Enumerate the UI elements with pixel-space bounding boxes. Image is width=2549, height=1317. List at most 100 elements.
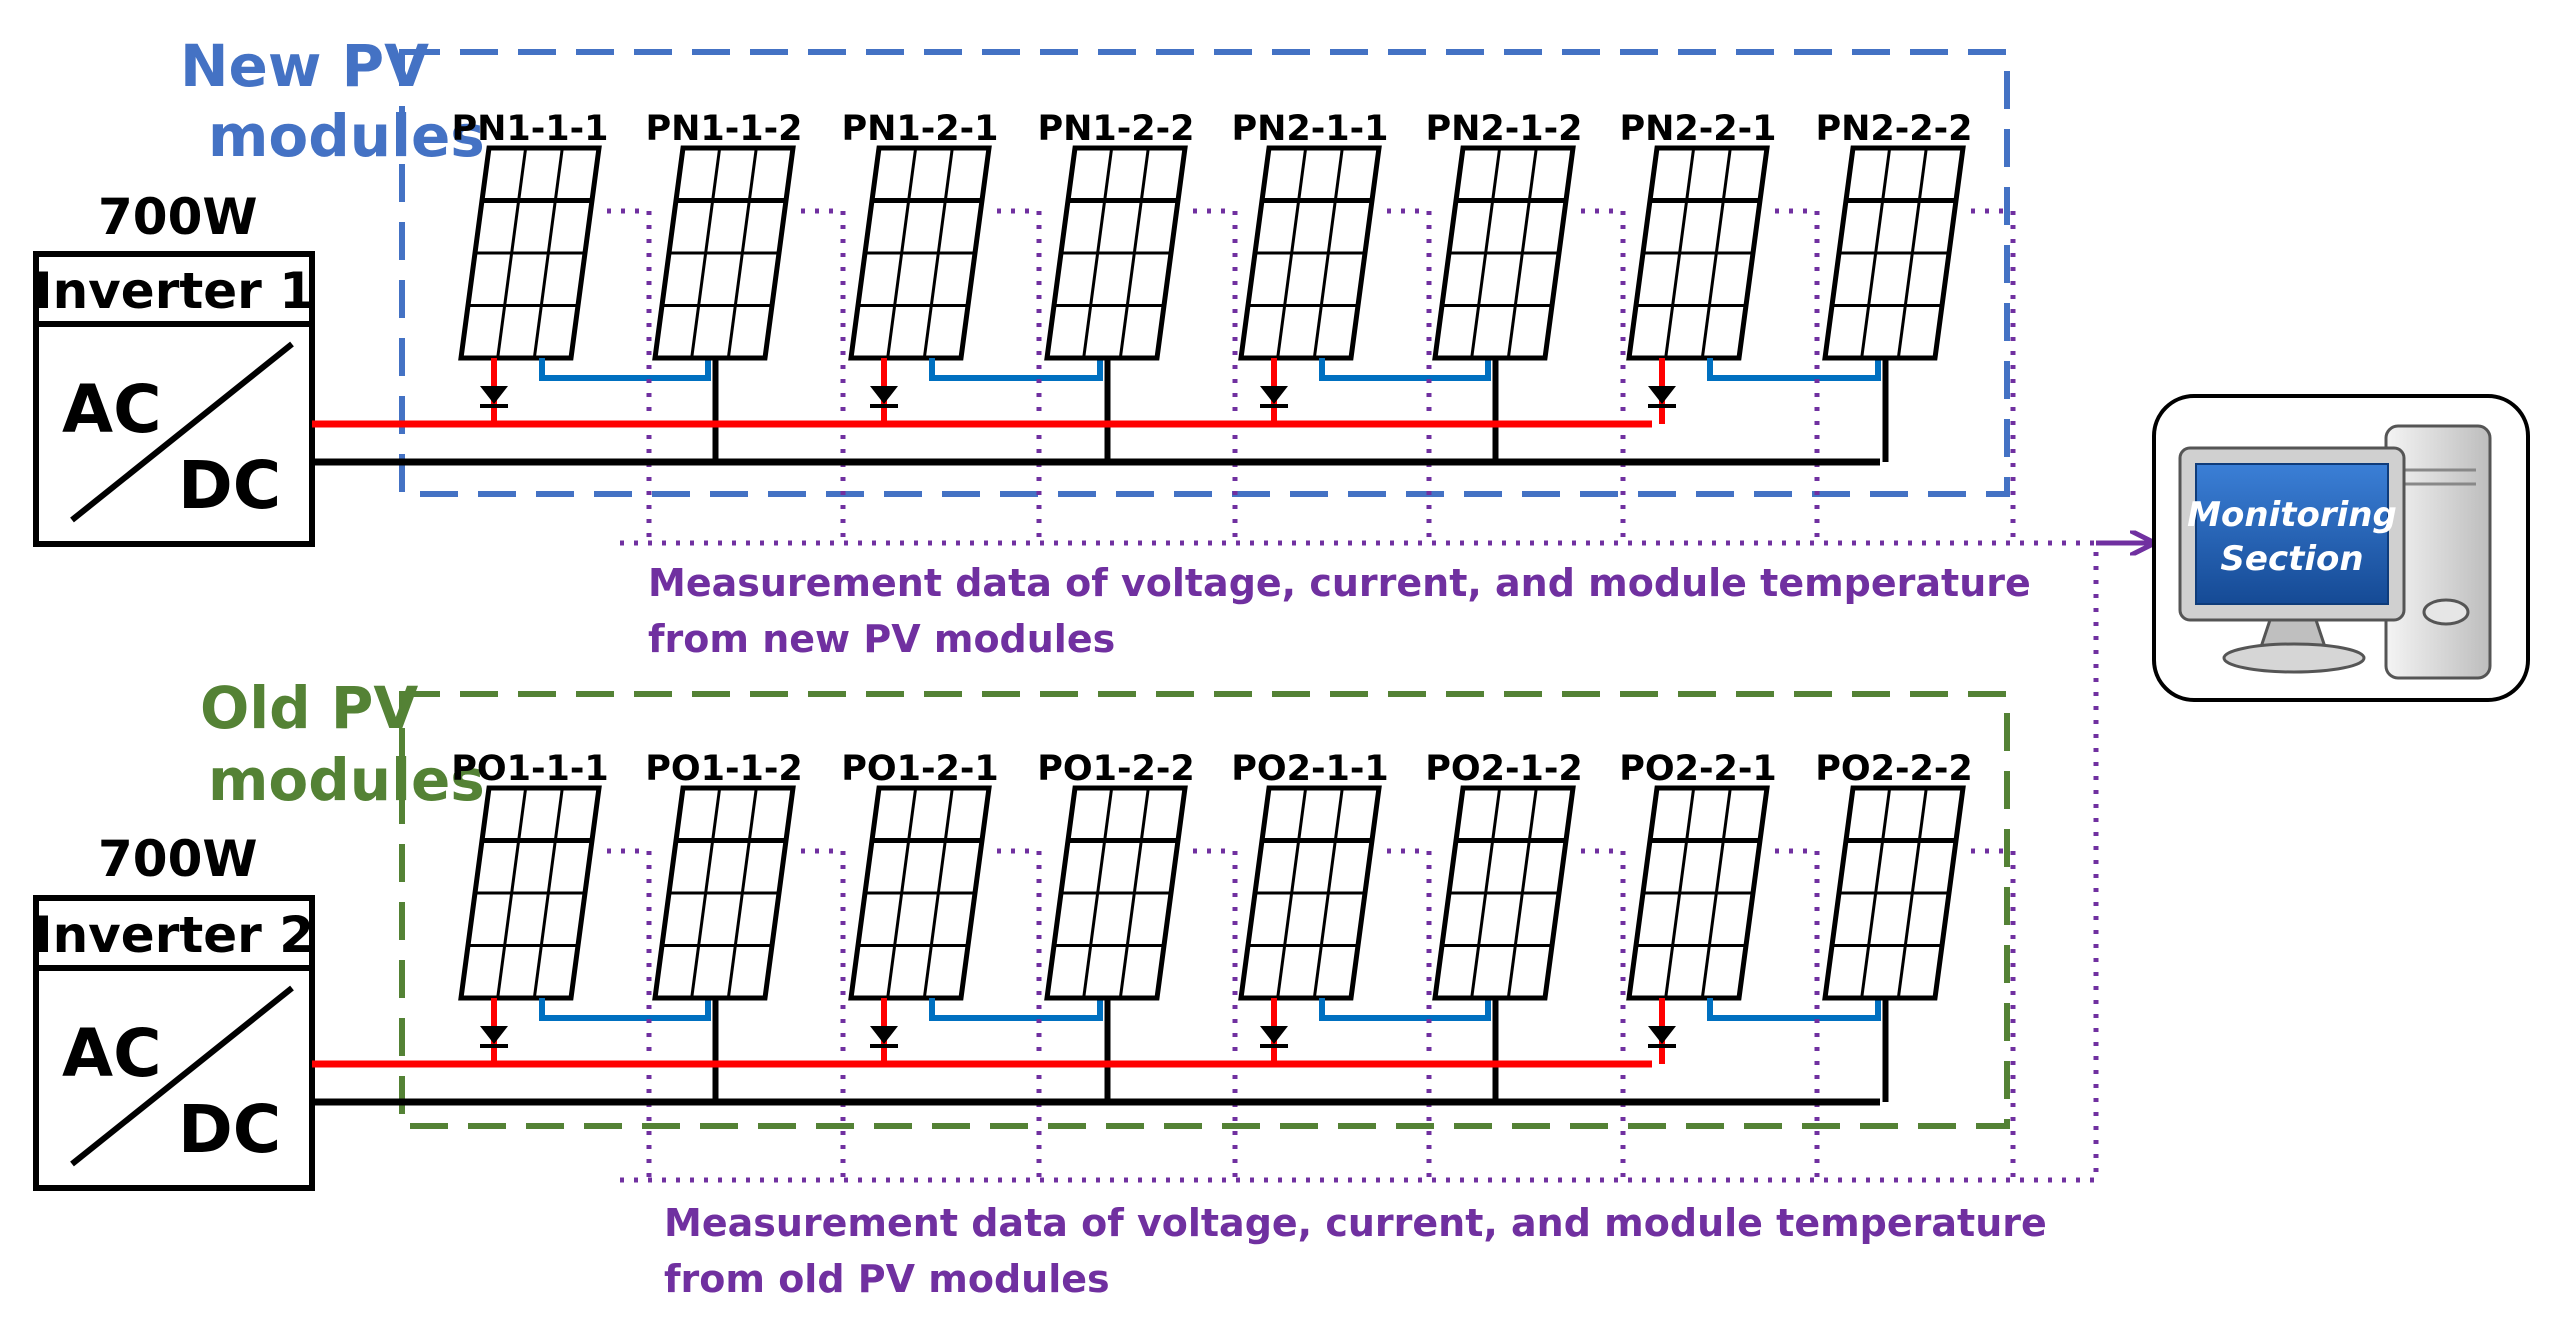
module-label: PN2-1-1: [1231, 109, 1388, 149]
inverter-1-slash: [70, 341, 294, 523]
measurement-tap: [607, 848, 652, 1180]
measurement-tap: [607, 208, 652, 540]
inverter-1-ac: AC: [62, 371, 162, 448]
series-link: [1319, 358, 1491, 381]
module-label: PN2-2-2: [1815, 109, 1972, 149]
panel-grid-line: [1664, 787, 1696, 999]
measurement-tap: [1581, 848, 1626, 1180]
pv-module-panel: [652, 785, 796, 1001]
computer-icon: Monitoring Section: [2178, 424, 2492, 680]
module-label: PN2-2-1: [1619, 109, 1776, 149]
pv-module-panel: [458, 785, 602, 1001]
inverter-2-dc: DC: [178, 1091, 281, 1168]
old-data-bus: [620, 543, 2099, 1183]
pc-mouse: [2422, 598, 2470, 626]
panel-grid-line: [1312, 147, 1344, 359]
inverter-2-slash: [70, 985, 294, 1167]
old-measurement-caption-line2: from old PV modules: [664, 1257, 1110, 1301]
panel-grid-line: [1860, 147, 1892, 359]
old-modules-row: [312, 785, 2016, 1180]
measurement-tap: [997, 848, 1042, 1180]
panel-grid-line: [726, 147, 758, 359]
old-pv-group: Old PV modules 700W Inverter 2 AC DC PO1…: [33, 674, 2047, 1301]
module-label: PN1-1-1: [451, 109, 608, 149]
pv-module-panel: [1432, 785, 1576, 1001]
pv-module-panel: [652, 145, 796, 361]
panel-grid-line: [1082, 787, 1114, 999]
monitoring-section: Monitoring Section: [2152, 394, 2530, 702]
old-measurement-caption-line1: Measurement data of voltage, current, an…: [664, 1201, 2047, 1245]
monitor-label-line2: Section: [2220, 539, 2363, 579]
series-link: [1707, 358, 1881, 381]
panel-grid-line: [1082, 147, 1114, 359]
panel-grid-line: [1506, 147, 1538, 359]
module-label: PO2-2-2: [1815, 749, 1973, 789]
series-link: [1319, 998, 1491, 1021]
panel-grid-line: [1118, 147, 1150, 359]
panel-grid-line: [1860, 787, 1892, 999]
old-group-boundary: [399, 691, 2010, 1129]
measurement-tap: [1775, 848, 1820, 1180]
diode-icon: [870, 1026, 898, 1044]
series-link: [539, 358, 711, 381]
inverter-1-power: 700W: [98, 188, 258, 246]
panel-grid-line: [1896, 147, 1928, 359]
inverter-2: Inverter 2 AC DC: [33, 895, 315, 1191]
new-measurement-caption-line1: Measurement data of voltage, current, an…: [648, 561, 2031, 605]
old-group-title-line2: modules: [208, 746, 485, 814]
measurement-tap: [1971, 848, 2016, 1180]
panel-grid-line: [1276, 147, 1308, 359]
diode-icon: [870, 386, 898, 404]
inverter-1-box: [33, 251, 315, 547]
panel-grid-line: [1700, 147, 1732, 359]
measurement-tap: [1193, 848, 1238, 1180]
pv-module-panel: [1626, 785, 1770, 1001]
module-label: PO1-1-2: [645, 749, 803, 789]
pv-module-panel: [1238, 785, 1382, 1001]
panel-grid-line: [496, 147, 528, 359]
new-pv-group: New PV modules 700W Inverter 1 AC DC PN1…: [33, 32, 2031, 661]
diode-icon: [480, 386, 508, 404]
pc-screen: [2195, 463, 2389, 605]
module-label: PN1-2-1: [841, 109, 998, 149]
inverter-1-dc: DC: [178, 447, 281, 524]
pv-module-panel: [458, 145, 602, 361]
diode-icon: [480, 1026, 508, 1044]
module-label: PN1-1-2: [645, 109, 802, 149]
inverter-2-ac: AC: [62, 1015, 162, 1092]
diode-icon: [1260, 1026, 1288, 1044]
panel-grid-line: [690, 147, 722, 359]
inverter-1-label: Inverter 1: [34, 262, 314, 320]
new-modules-row: [312, 145, 2016, 540]
panel-grid-line: [886, 787, 918, 999]
new-group-title-line1: New PV: [180, 32, 429, 100]
series-link: [539, 998, 711, 1021]
series-link: [929, 998, 1103, 1021]
measurement-tap: [1387, 208, 1432, 540]
panel-grid-line: [1664, 147, 1696, 359]
measurement-tap: [1387, 848, 1432, 1180]
measurement-tap: [1775, 208, 1820, 540]
panel-grid-line: [496, 787, 528, 999]
module-label: PO2-1-1: [1231, 749, 1389, 789]
measurement-tap: [1971, 208, 2016, 540]
pv-module-panel: [848, 785, 992, 1001]
panel-grid-line: [690, 787, 722, 999]
module-label: PO1-1-1: [451, 749, 609, 789]
series-link: [1707, 998, 1881, 1021]
panel-grid-line: [1896, 787, 1928, 999]
inverter-2-label: Inverter 2: [34, 906, 314, 964]
panel-grid-line: [1118, 787, 1150, 999]
panel-grid-line: [1276, 787, 1308, 999]
measurement-tap: [1581, 208, 1626, 540]
diode-icon: [1648, 386, 1676, 404]
measurement-tap: [801, 208, 846, 540]
panel-grid-line: [886, 147, 918, 359]
panel-grid-line: [1700, 787, 1732, 999]
panel-grid-line: [922, 147, 954, 359]
new-measurement-caption-line2: from new PV modules: [648, 617, 1115, 661]
pv-module-panel: [1626, 145, 1770, 361]
module-label: PN1-2-2: [1037, 109, 1194, 149]
panel-grid-line: [1470, 147, 1502, 359]
